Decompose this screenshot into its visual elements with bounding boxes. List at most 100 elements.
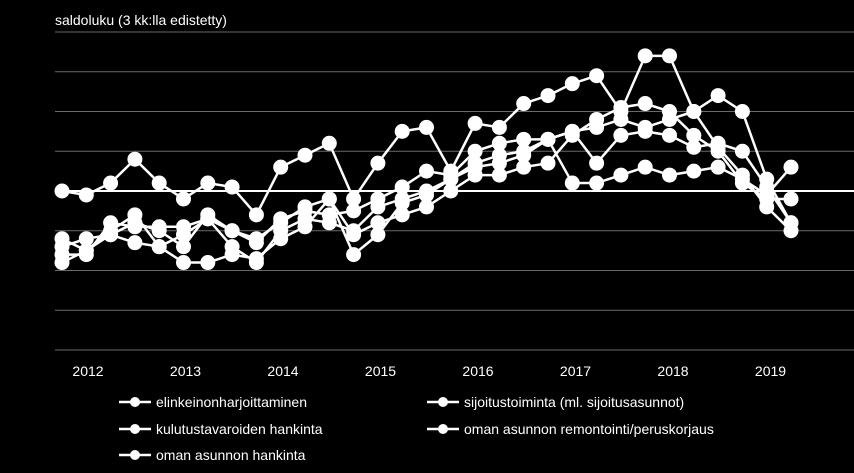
data-point [540, 88, 556, 104]
data-point [297, 203, 313, 219]
data-point [200, 207, 216, 223]
data-point [103, 175, 119, 191]
y-axis-label: saldoluku (3 kk:lla edistetty) [55, 12, 227, 28]
x-tick-label: 2012 [72, 363, 103, 379]
data-point [783, 191, 799, 207]
data-point [783, 159, 799, 175]
data-point [443, 183, 459, 199]
data-point [467, 115, 483, 131]
data-point [443, 167, 459, 183]
series-lines [61, 54, 793, 264]
data-point [419, 163, 434, 179]
data-point [589, 68, 605, 84]
data-point [394, 207, 410, 223]
data-point [491, 167, 507, 183]
data-point [491, 135, 507, 151]
x-tick-label: 2017 [560, 363, 591, 379]
data-point [370, 191, 386, 207]
data-point [540, 131, 556, 147]
data-point [662, 48, 677, 64]
data-point [127, 235, 143, 251]
data-point [394, 179, 410, 195]
data-point [491, 155, 507, 171]
data-point [394, 191, 410, 207]
data-point [176, 255, 191, 271]
data-point [589, 155, 605, 171]
x-tick-label: 2018 [657, 363, 688, 379]
data-point [224, 179, 240, 195]
data-point [321, 207, 337, 223]
data-point [151, 223, 167, 239]
data-point [710, 159, 726, 175]
data-point [127, 215, 143, 231]
data-point [370, 215, 386, 231]
data-point [346, 203, 362, 219]
data-point [419, 119, 434, 135]
data-point [176, 191, 191, 207]
data-point [734, 104, 750, 119]
data-point [273, 211, 289, 227]
x-tick-label: 2015 [365, 363, 396, 379]
data-point [321, 135, 337, 151]
data-point [78, 187, 94, 203]
series-markers [54, 48, 799, 271]
data-point [467, 159, 483, 175]
data-point [491, 119, 507, 135]
data-point [346, 247, 362, 263]
data-point [200, 255, 216, 271]
data-point [78, 231, 94, 247]
data-point [686, 104, 702, 119]
data-point [613, 100, 629, 116]
data-point [516, 131, 532, 147]
data-point [103, 227, 119, 243]
data-point [224, 223, 240, 239]
data-point [224, 239, 240, 255]
data-point [662, 111, 677, 127]
data-point [540, 155, 556, 171]
data-point [710, 88, 726, 104]
data-point [662, 127, 677, 143]
data-point [248, 235, 264, 251]
data-point [734, 167, 750, 183]
data-point [686, 139, 702, 155]
data-point [516, 147, 532, 163]
data-point [637, 119, 653, 135]
data-point [248, 255, 264, 271]
data-point [273, 223, 289, 239]
data-point [637, 48, 653, 64]
x-tick-label: 2019 [755, 363, 786, 379]
data-point [273, 159, 289, 175]
data-point [297, 147, 313, 163]
data-point [346, 191, 362, 207]
data-point [419, 199, 434, 215]
data-point [759, 187, 775, 203]
data-point [686, 163, 702, 179]
data-point [54, 183, 70, 199]
x-axis-tick-labels: 2012 2013 2014 2015 2016 2017 2018 2019 [72, 363, 786, 379]
data-point [370, 227, 386, 243]
data-point [564, 175, 580, 191]
data-point [151, 175, 167, 191]
data-point [419, 183, 434, 199]
data-point [176, 239, 191, 255]
data-point [151, 239, 167, 255]
x-tick-label: 2014 [267, 363, 298, 379]
data-point [613, 127, 629, 143]
data-point [78, 247, 94, 263]
data-point [734, 143, 750, 159]
data-point [637, 96, 653, 112]
data-point [783, 223, 799, 239]
data-point [248, 207, 264, 223]
data-point [686, 127, 702, 143]
data-point [370, 155, 386, 171]
data-point [176, 219, 191, 235]
data-point [759, 199, 775, 215]
data-point [54, 239, 70, 255]
data-point [516, 159, 532, 175]
data-point [516, 96, 532, 112]
data-point [613, 167, 629, 183]
data-point [200, 175, 216, 191]
data-point [564, 123, 580, 139]
data-point [564, 76, 580, 92]
